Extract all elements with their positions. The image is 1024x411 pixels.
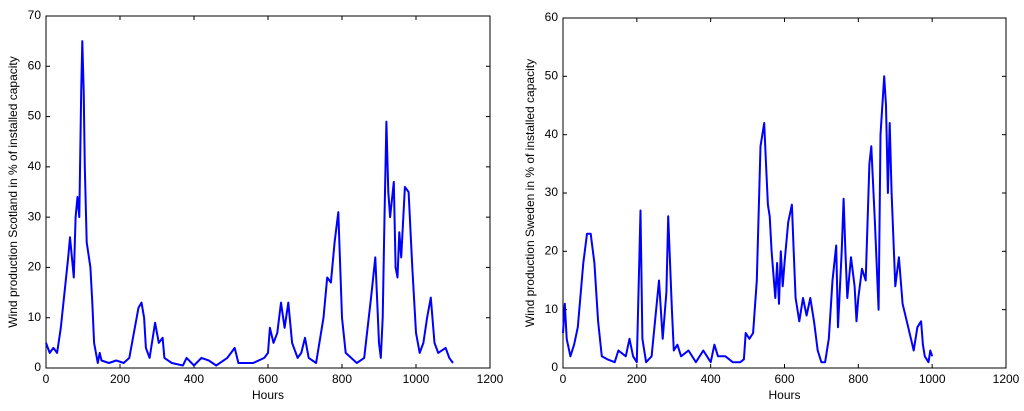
y-tick-label: 60: [545, 10, 559, 24]
y-tick-label: 10: [545, 302, 559, 316]
y-tick-label: 20: [28, 260, 42, 274]
x-tick-label: 400: [701, 372, 721, 386]
y-tick-label: 40: [545, 127, 559, 141]
x-tick-label: 200: [627, 372, 647, 386]
y-tick-label: 20: [545, 244, 559, 258]
x-tick-label: 1200: [993, 372, 1020, 386]
data-line: [45, 40, 454, 367]
y-tick-label: 60: [28, 58, 42, 72]
x-tick-label: 600: [774, 372, 794, 386]
x-axis-label: Hours: [768, 388, 800, 402]
x-tick-label: 1200: [477, 372, 504, 386]
x-tick-label: 0: [560, 372, 567, 386]
y-tick-label: 30: [28, 209, 42, 223]
x-axis-label: Hours: [252, 388, 284, 402]
x-tick-label: 200: [110, 372, 130, 386]
y-tick-label: 10: [28, 310, 42, 324]
x-tick-label: 800: [848, 372, 868, 386]
y-tick-label: 0: [34, 360, 41, 374]
y-tick-label: 30: [545, 185, 559, 199]
x-tick-label: 0: [43, 372, 50, 386]
y-axis-label: Wind production Scotland in % of install…: [6, 56, 20, 327]
x-tick-label: 1000: [919, 372, 946, 386]
y-tick-label: 50: [545, 69, 559, 83]
x-tick-label: 1000: [403, 372, 430, 386]
x-tick-label: 400: [184, 372, 204, 386]
axes-box: [562, 17, 1007, 369]
y-tick-label: 40: [28, 159, 42, 173]
x-tick-label: 600: [258, 372, 278, 386]
y-tick-label: 0: [551, 360, 558, 374]
y-tick-label: 70: [28, 8, 42, 22]
axes-box: [45, 15, 491, 369]
x-tick-label: 800: [332, 372, 352, 386]
y-axis-label: Wind production Sweden in % of installed…: [523, 59, 537, 327]
y-tick-label: 50: [28, 109, 42, 123]
data-line: [562, 75, 934, 364]
